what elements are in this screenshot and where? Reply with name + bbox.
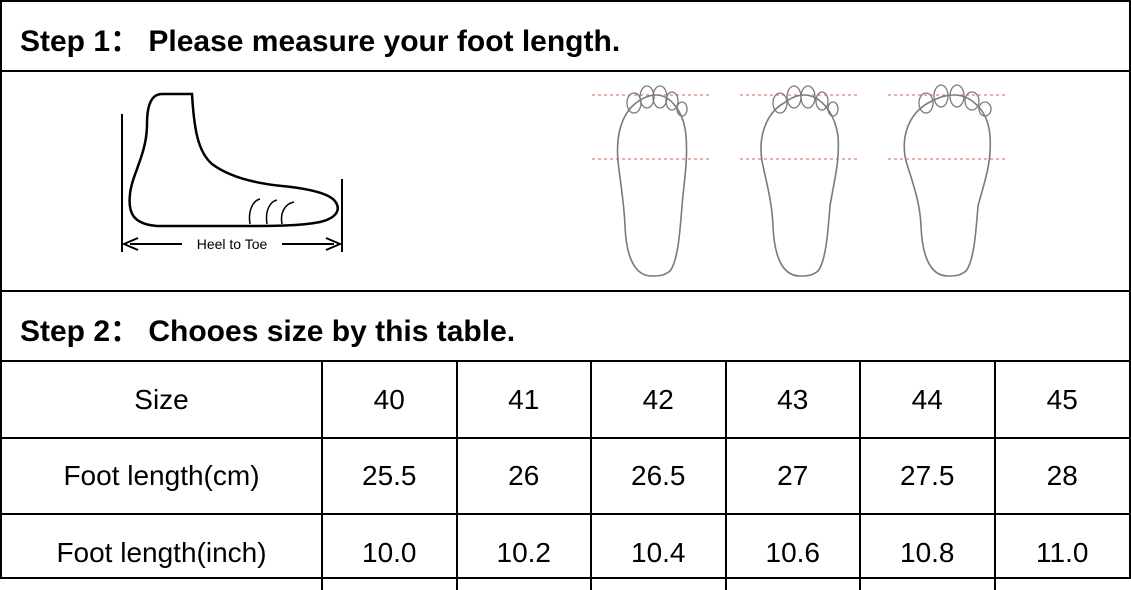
side-foot-diagram: Heel to Toe bbox=[102, 84, 362, 279]
cell-cm: 25.5 bbox=[322, 438, 457, 514]
cell-size: 43 bbox=[726, 362, 861, 438]
cell-size: 42 bbox=[591, 362, 726, 438]
size-table: Size 40 41 42 43 44 45 Foot length(cm) 2… bbox=[2, 362, 1129, 590]
step2-title: Step 2： Chooes size by this table. bbox=[2, 292, 1129, 362]
cell-cm: 27.5 bbox=[860, 438, 995, 514]
cell-size: 41 bbox=[457, 362, 592, 438]
table-row-cm: Foot length(cm) 25.5 26 26.5 27 27.5 28 bbox=[2, 438, 1129, 514]
cell-cm: 26.5 bbox=[591, 438, 726, 514]
top-feet-group bbox=[592, 81, 1008, 281]
row-label-size: Size bbox=[2, 362, 322, 438]
cell-cm: 28 bbox=[995, 438, 1130, 514]
cell-size: 45 bbox=[995, 362, 1130, 438]
step1-title: Step 1： Please measure your foot length. bbox=[2, 2, 1129, 72]
row-label-cm: Foot length(cm) bbox=[2, 438, 322, 514]
diagram-row: Heel to Toe bbox=[2, 72, 1129, 292]
cell-cm: 26 bbox=[457, 438, 592, 514]
foot-side-icon: Heel to Toe bbox=[102, 84, 362, 274]
size-chart-container: Step 1： Please measure your foot length.… bbox=[0, 0, 1131, 579]
foot-top-icon-3 bbox=[888, 81, 1008, 281]
cell-size: 40 bbox=[322, 362, 457, 438]
heel-to-toe-label: Heel to Toe bbox=[197, 236, 268, 252]
table-row-size: Size 40 41 42 43 44 45 bbox=[2, 362, 1129, 438]
foot-top-icon-2 bbox=[740, 81, 860, 281]
cell-cm: 27 bbox=[726, 438, 861, 514]
foot-top-icon-1 bbox=[592, 81, 712, 281]
cell-size: 44 bbox=[860, 362, 995, 438]
